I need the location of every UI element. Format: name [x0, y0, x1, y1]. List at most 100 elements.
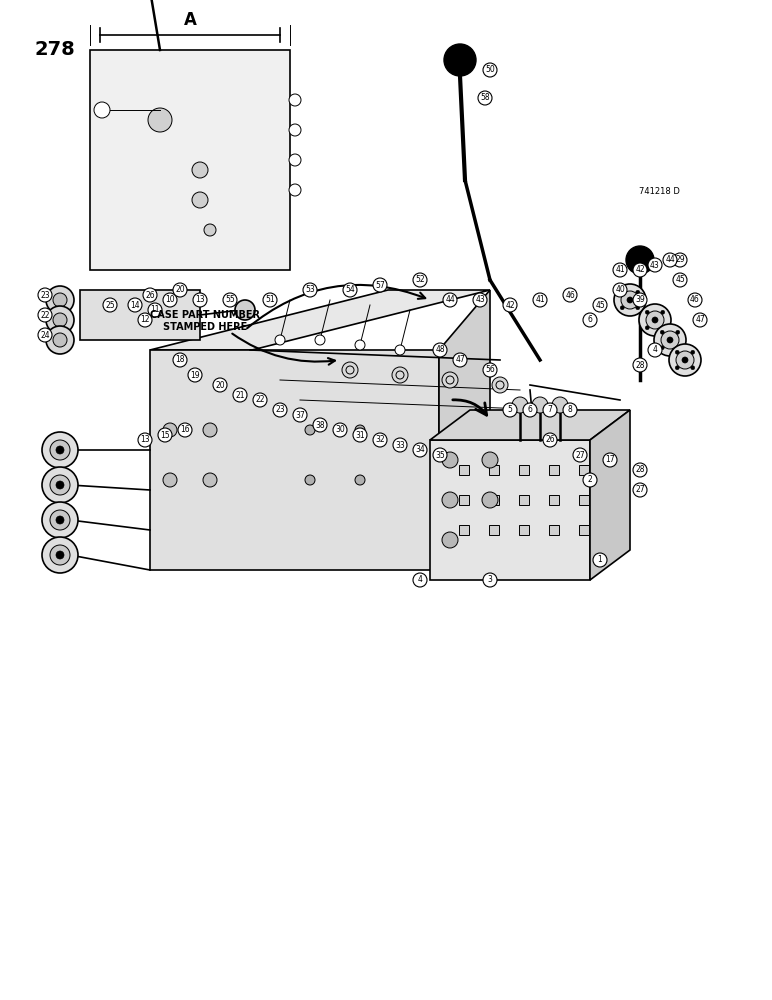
Circle shape: [483, 63, 497, 77]
Circle shape: [593, 553, 607, 567]
Circle shape: [552, 397, 568, 413]
Text: 10: 10: [165, 296, 174, 304]
Circle shape: [676, 346, 680, 350]
Circle shape: [293, 408, 307, 422]
Circle shape: [138, 433, 152, 447]
Text: 4: 4: [418, 576, 422, 584]
Text: 42: 42: [505, 300, 515, 310]
Bar: [579, 495, 589, 505]
Bar: [579, 525, 589, 535]
Text: 21: 21: [235, 390, 245, 399]
Circle shape: [442, 452, 458, 468]
Text: 28: 28: [635, 466, 645, 475]
Circle shape: [503, 403, 517, 417]
Text: 28: 28: [635, 360, 645, 369]
Circle shape: [393, 438, 407, 452]
Polygon shape: [439, 290, 490, 570]
Text: 278: 278: [35, 40, 76, 59]
Text: 52: 52: [415, 275, 425, 284]
Text: 27: 27: [635, 486, 645, 494]
Circle shape: [343, 283, 357, 297]
Circle shape: [654, 324, 686, 356]
Bar: [549, 465, 559, 475]
Circle shape: [188, 368, 202, 382]
Circle shape: [633, 263, 647, 277]
Circle shape: [603, 453, 617, 467]
Circle shape: [442, 532, 458, 548]
Circle shape: [42, 432, 78, 468]
Polygon shape: [150, 290, 490, 350]
Circle shape: [413, 573, 427, 587]
Circle shape: [38, 328, 52, 342]
Circle shape: [661, 326, 665, 330]
Text: 56: 56: [485, 365, 495, 374]
Bar: [430, 440, 590, 580]
Text: 46: 46: [565, 290, 575, 300]
Circle shape: [173, 283, 187, 297]
Circle shape: [413, 443, 427, 457]
Bar: [579, 465, 589, 475]
Text: 44: 44: [445, 296, 455, 304]
Circle shape: [46, 326, 74, 354]
Circle shape: [53, 313, 67, 327]
Text: CASE PART NUMBER: CASE PART NUMBER: [150, 310, 260, 320]
Circle shape: [342, 362, 358, 378]
Text: 27: 27: [575, 450, 585, 460]
Bar: [489, 525, 499, 535]
Circle shape: [42, 537, 78, 573]
Circle shape: [620, 306, 625, 310]
Circle shape: [639, 304, 671, 336]
Circle shape: [583, 473, 597, 487]
Circle shape: [646, 311, 664, 329]
Text: 35: 35: [435, 450, 445, 460]
Text: A: A: [184, 11, 196, 29]
Bar: [549, 495, 559, 505]
Text: 6: 6: [587, 316, 592, 324]
Circle shape: [355, 475, 365, 485]
Circle shape: [50, 440, 70, 460]
Text: 26: 26: [545, 436, 555, 444]
Text: 25: 25: [105, 300, 115, 310]
Text: 37: 37: [295, 410, 305, 420]
Circle shape: [56, 516, 64, 524]
Circle shape: [633, 483, 647, 497]
Circle shape: [563, 288, 577, 302]
Circle shape: [395, 345, 405, 355]
Circle shape: [313, 418, 327, 432]
Text: 31: 31: [355, 430, 365, 440]
Bar: [80, 290, 200, 340]
Circle shape: [583, 313, 597, 327]
Circle shape: [442, 372, 458, 388]
Circle shape: [305, 475, 315, 485]
Circle shape: [443, 293, 457, 307]
FancyArrowPatch shape: [452, 400, 486, 415]
Text: 41: 41: [535, 296, 545, 304]
Text: 45: 45: [676, 275, 685, 284]
Text: 16: 16: [180, 426, 190, 434]
Bar: [459, 465, 469, 475]
Circle shape: [473, 293, 487, 307]
Circle shape: [682, 357, 688, 363]
Circle shape: [503, 298, 517, 312]
Circle shape: [593, 298, 607, 312]
Circle shape: [636, 306, 640, 310]
Text: 22: 22: [40, 310, 49, 320]
Text: 12: 12: [141, 316, 150, 324]
Circle shape: [50, 545, 70, 565]
Text: 51: 51: [266, 296, 275, 304]
Circle shape: [42, 502, 78, 538]
Circle shape: [483, 363, 497, 377]
Circle shape: [614, 284, 646, 316]
Bar: [459, 495, 469, 505]
Circle shape: [660, 346, 664, 350]
Circle shape: [652, 317, 658, 323]
Text: 24: 24: [40, 330, 50, 340]
Circle shape: [56, 446, 64, 454]
Circle shape: [46, 306, 74, 334]
Circle shape: [512, 397, 528, 413]
FancyArrowPatch shape: [232, 334, 335, 365]
Text: 17: 17: [605, 456, 615, 464]
Circle shape: [273, 403, 287, 417]
Circle shape: [648, 258, 662, 272]
Circle shape: [213, 378, 227, 392]
